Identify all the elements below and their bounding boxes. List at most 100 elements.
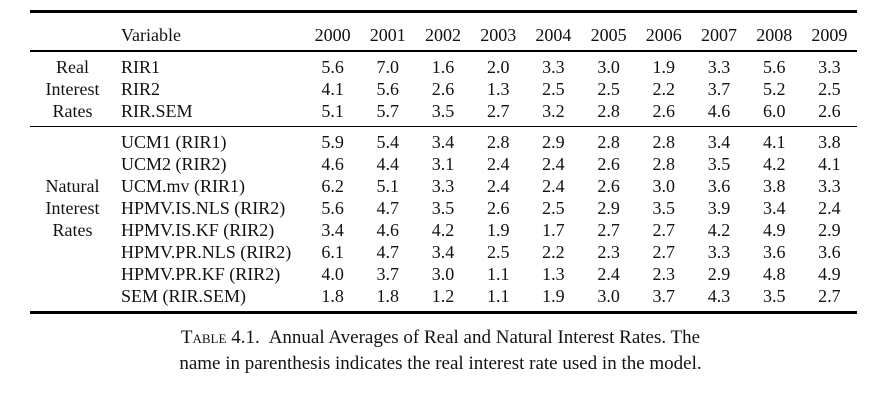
variable-cell: UCM2 (RIR2) <box>121 154 227 174</box>
variable-cell: RIR1 <box>121 56 161 77</box>
value-cell: 4.1 <box>321 78 344 99</box>
value-cell: 1.8 <box>321 286 344 306</box>
value-cell: 2.3 <box>597 242 620 262</box>
natural-interest-rates-section: Natural Interest Rates UCM1 (RIR1) 5.9 5.4 3.4… <box>30 127 857 311</box>
value-cell: 1.2 <box>431 286 455 306</box>
value-cell: 2.5 <box>542 198 565 218</box>
value-cell: 5.6 <box>321 56 344 77</box>
year-header: 2000 <box>314 25 351 45</box>
value-cell: 2.6 <box>652 100 676 121</box>
value-cell: 3.0 <box>652 176 676 196</box>
table-top-rule <box>30 10 857 13</box>
value-cell: 6.1 <box>321 242 344 262</box>
value-cell: 1.3 <box>542 264 565 284</box>
caption-text-line2: name in parenthesis indicates the real i… <box>179 353 702 374</box>
value-cell: 5.9 <box>321 132 344 152</box>
variable-cell: UCM.mv (RIR1) <box>121 176 246 196</box>
value-cell: 3.1 <box>431 154 455 174</box>
header-divider-rule <box>30 50 857 52</box>
value-cell: 3.3 <box>542 56 565 77</box>
value-cell: 6.2 <box>321 176 344 196</box>
year-header: 2004 <box>535 25 572 45</box>
year-header: 2009 <box>811 25 848 45</box>
value-cell: 4.3 <box>707 286 731 306</box>
value-cell: 2.9 <box>542 132 565 152</box>
value-cell: 3.6 <box>818 242 841 262</box>
value-cell: 5.2 <box>762 78 786 99</box>
value-cell: 4.2 <box>762 154 786 174</box>
variable-cell: HPMV.IS.KF (RIR2) <box>121 220 275 240</box>
value-cell: 2.6 <box>597 154 620 174</box>
value-cell: 4.6 <box>707 100 731 121</box>
value-cell: 2.4 <box>542 176 565 196</box>
value-cell: 3.8 <box>818 132 841 152</box>
table-caption: Table 4.1. Annual Averages of Real and Na… <box>86 325 796 377</box>
year-header: 2006 <box>645 25 682 45</box>
year-header: 2002 <box>424 25 461 45</box>
value-cell: 4.9 <box>818 264 841 284</box>
value-cell: 3.9 <box>707 198 731 218</box>
value-cell: 4.6 <box>321 154 344 174</box>
value-cell: 2.6 <box>486 198 510 218</box>
value-cell: 5.6 <box>376 78 400 99</box>
value-cell: 3.4 <box>707 132 731 152</box>
value-cell: 2.2 <box>652 78 676 99</box>
value-cell: 3.5 <box>652 198 676 218</box>
value-cell: 2.3 <box>652 264 676 284</box>
value-cell: 2.6 <box>597 176 620 196</box>
value-cell: 6.0 <box>762 100 786 121</box>
value-cell: 5.4 <box>376 132 400 152</box>
value-cell: 2.0 <box>486 56 510 77</box>
variable-column-header: Variable <box>121 25 181 45</box>
value-cell: 2.8 <box>486 132 510 152</box>
row-group-label-word: Real <box>56 56 89 77</box>
row-group-label-word: Interest <box>45 198 100 218</box>
table-header-row: Variable 2000 2001 2002 2003 2004 2005 2006 200… <box>30 13 857 50</box>
value-cell: 3.0 <box>431 264 455 284</box>
year-header: 2008 <box>756 25 793 45</box>
value-cell: 4.1 <box>818 154 841 174</box>
value-cell: 2.7 <box>652 242 676 262</box>
value-cell: 2.4 <box>818 198 841 218</box>
value-cell: 1.9 <box>486 220 510 240</box>
paper-page: Variable 2000 2001 2002 2003 2004 2005 2006 200… <box>0 10 881 401</box>
value-cell: 4.6 <box>376 220 400 240</box>
value-cell: 2.7 <box>486 100 510 121</box>
variable-cell: RIR.SEM <box>121 100 193 121</box>
value-cell: 2.5 <box>542 78 565 99</box>
value-cell: 4.0 <box>321 264 344 284</box>
value-cell: 3.4 <box>431 242 455 262</box>
value-cell: 1.8 <box>376 286 400 306</box>
value-cell: 3.0 <box>597 286 620 306</box>
caption-label: Table 4.1. <box>180 327 260 348</box>
value-cell: 2.6 <box>818 100 841 121</box>
value-cell: 3.3 <box>818 176 841 196</box>
caption-line-1: Table 4.1. Annual Averages of Real and Na… <box>86 325 796 351</box>
value-cell: 3.4 <box>321 220 344 240</box>
value-cell: 3.3 <box>431 176 455 196</box>
value-cell: 3.4 <box>762 198 786 218</box>
year-header: 2001 <box>369 25 406 45</box>
value-cell: 4.9 <box>762 220 786 240</box>
value-cell: 2.5 <box>818 78 841 99</box>
value-cell: 2.6 <box>431 78 455 99</box>
row-group-label-word: Natural <box>45 176 100 196</box>
value-cell: 2.9 <box>707 264 731 284</box>
value-cell: 1.6 <box>431 56 455 77</box>
value-cell: 1.3 <box>486 78 510 99</box>
variable-cell: RIR2 <box>121 78 161 99</box>
value-cell: 3.7 <box>707 78 731 99</box>
value-cell: 2.5 <box>486 242 510 262</box>
value-cell: 5.1 <box>376 176 400 196</box>
variable-cell: UCM1 (RIR1) <box>121 132 227 152</box>
value-cell: 3.7 <box>376 264 400 284</box>
value-cell: 1.9 <box>542 286 565 306</box>
value-cell: 3.2 <box>542 100 565 121</box>
value-cell: 3.5 <box>762 286 786 306</box>
variable-cell: HPMV.PR.KF (RIR2) <box>121 264 281 284</box>
variable-cell: HPMV.IS.NLS (RIR2) <box>121 198 286 218</box>
year-header: 2005 <box>590 25 627 45</box>
row-group-label-word: Rates <box>52 100 93 121</box>
value-cell: 2.5 <box>597 78 620 99</box>
interest-rates-table: Variable 2000 2001 2002 2003 2004 2005 2006 200… <box>30 10 857 314</box>
